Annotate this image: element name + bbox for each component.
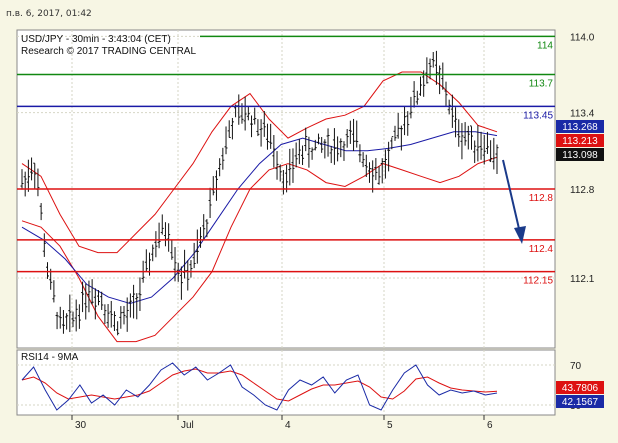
- y-tick-label: 112.8: [570, 185, 595, 196]
- rsi-last-tag: 42.1567: [562, 397, 599, 408]
- x-tick-label: 4: [285, 420, 291, 431]
- level-label: 113.45: [523, 110, 553, 121]
- support-resistance-levels: 114 113.7 113.45 112.8 112.4 112.15: [17, 35, 555, 287]
- y-tick-label: 114.0: [570, 32, 595, 43]
- y-tick-label: 113.4: [570, 109, 595, 120]
- upper-band-tag: 113.268: [562, 122, 598, 133]
- arrow-head: [514, 226, 526, 244]
- arrow-shaft: [502, 159, 521, 234]
- chart-title: USD/JPY - 30min - 3:43:04 (CET): [21, 34, 171, 45]
- level-label: 112.15: [523, 276, 553, 287]
- upper-band-tag-bg: [556, 120, 604, 133]
- axes: 112.1 112.8 113.4 114.0 30 Jul 4 5 6 113.268 113.2…: [71, 32, 604, 431]
- x-tick-label: 30: [75, 420, 87, 431]
- ma-tag-bg: [556, 134, 604, 147]
- rsi-ma-tag-bg: [556, 381, 604, 394]
- rsi-last-tag-bg: [556, 395, 604, 408]
- datetime-label: п.в. 6, 2017, 01:42: [6, 9, 92, 19]
- level-label: 113.7: [529, 79, 554, 90]
- level-label: 114: [537, 40, 553, 51]
- rsi-lines: [21, 362, 498, 411]
- rsi-panel: [16, 349, 556, 416]
- rsi-y-tick-label: 70: [570, 361, 582, 372]
- x-tick-label: 5: [387, 420, 393, 431]
- level-label: 112.4: [529, 244, 554, 255]
- x-tick-label: Jul: [181, 420, 194, 431]
- rsi-title: RSI14 - 9MA: [21, 352, 79, 363]
- ma-tag: 113.213: [562, 136, 598, 147]
- last-price-tag: 113.098: [562, 150, 598, 161]
- bollinger-lower: [21, 156, 498, 343]
- chart-subtitle: Research © 2017 TRADING CENTRAL: [21, 46, 196, 57]
- rsi-ma-tag: 43.7806: [562, 383, 599, 394]
- rsi-line: [21, 362, 498, 411]
- last-price-tag-bg: [556, 148, 604, 161]
- level-label: 112.8: [529, 193, 554, 204]
- x-tick-label: 6: [487, 420, 493, 431]
- y-tick-label: 112.1: [570, 274, 595, 285]
- forecast-arrow: [502, 159, 526, 244]
